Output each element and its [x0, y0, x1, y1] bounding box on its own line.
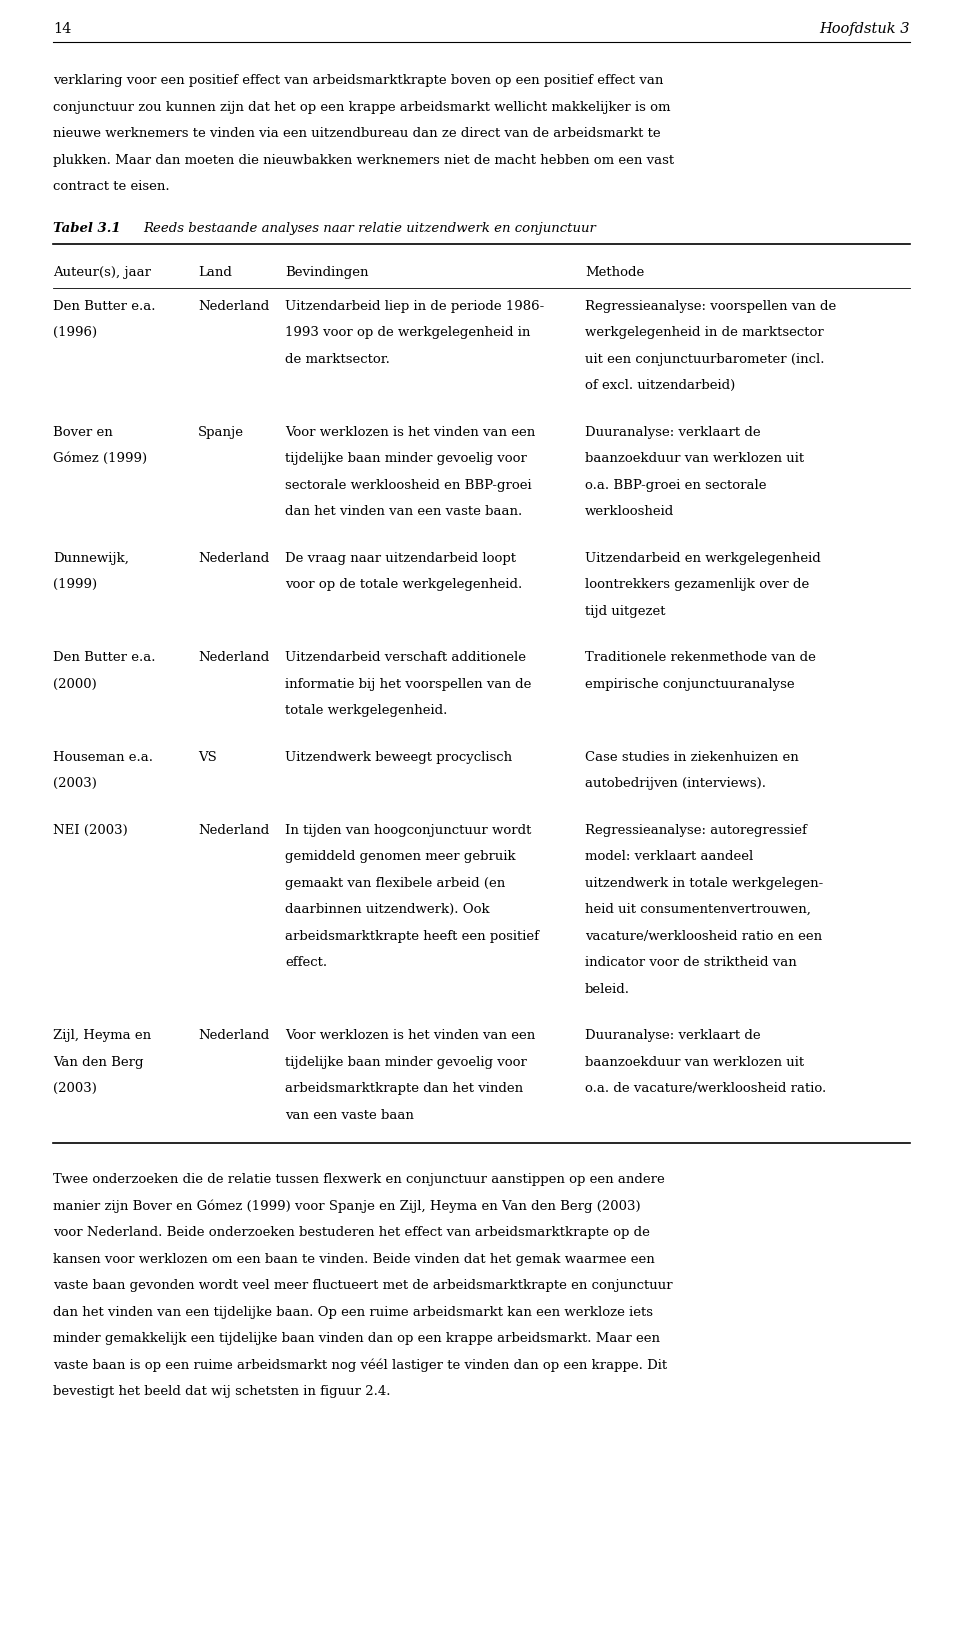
- Text: loontrekkers gezamenlijk over de: loontrekkers gezamenlijk over de: [585, 578, 809, 591]
- Text: contract te eisen.: contract te eisen.: [53, 181, 170, 194]
- Text: o.a. BBP-groei en sectorale: o.a. BBP-groei en sectorale: [585, 478, 766, 491]
- Text: effect.: effect.: [285, 956, 327, 969]
- Text: (2003): (2003): [53, 777, 97, 790]
- Text: Nederland: Nederland: [198, 650, 269, 663]
- Text: Nederland: Nederland: [198, 299, 269, 312]
- Text: Tabel 3.1: Tabel 3.1: [53, 222, 121, 235]
- Text: Hoofdstuk 3: Hoofdstuk 3: [820, 21, 910, 36]
- Text: Uitzendarbeid verschaft additionele: Uitzendarbeid verschaft additionele: [285, 650, 526, 663]
- Text: tijd uitgezet: tijd uitgezet: [585, 604, 665, 617]
- Text: plukken. Maar dan moeten die nieuwbakken werknemers niet de macht hebben om een : plukken. Maar dan moeten die nieuwbakken…: [53, 153, 674, 166]
- Text: Spanje: Spanje: [198, 425, 244, 438]
- Text: de marktsector.: de marktsector.: [285, 353, 390, 366]
- Text: 14: 14: [53, 21, 71, 36]
- Text: model: verklaart aandeel: model: verklaart aandeel: [585, 851, 754, 864]
- Text: Methode: Methode: [585, 266, 644, 279]
- Text: Uitzendarbeid en werkgelegenheid: Uitzendarbeid en werkgelegenheid: [585, 552, 821, 565]
- Text: Uitzendwerk beweegt procyclisch: Uitzendwerk beweegt procyclisch: [285, 750, 512, 764]
- Text: Van den Berg: Van den Berg: [53, 1056, 143, 1069]
- Text: In tijden van hoogconjunctuur wordt: In tijden van hoogconjunctuur wordt: [285, 824, 532, 836]
- Text: autobedrijven (interviews).: autobedrijven (interviews).: [585, 777, 766, 790]
- Text: VS: VS: [198, 750, 217, 764]
- Text: gemaakt van flexibele arbeid (en: gemaakt van flexibele arbeid (en: [285, 877, 505, 890]
- Text: sectorale werkloosheid en BBP-groei: sectorale werkloosheid en BBP-groei: [285, 478, 532, 491]
- Text: Den Butter e.a.: Den Butter e.a.: [53, 299, 156, 312]
- Text: dan het vinden van een tijdelijke baan. Op een ruime arbeidsmarkt kan een werklo: dan het vinden van een tijdelijke baan. …: [53, 1305, 653, 1319]
- Text: Gómez (1999): Gómez (1999): [53, 452, 147, 465]
- Text: o.a. de vacature/werkloosheid ratio.: o.a. de vacature/werkloosheid ratio.: [585, 1082, 827, 1095]
- Text: werkgelegenheid in de marktsector: werkgelegenheid in de marktsector: [585, 327, 824, 338]
- Text: Duuranalyse: verklaart de: Duuranalyse: verklaart de: [585, 425, 760, 438]
- Text: beleid.: beleid.: [585, 982, 630, 995]
- Text: informatie bij het voorspellen van de: informatie bij het voorspellen van de: [285, 678, 532, 691]
- Text: (1996): (1996): [53, 327, 97, 338]
- Text: Traditionele rekenmethode van de: Traditionele rekenmethode van de: [585, 650, 816, 663]
- Text: Dunnewijk,: Dunnewijk,: [53, 552, 129, 565]
- Text: empirische conjunctuuranalyse: empirische conjunctuuranalyse: [585, 678, 795, 691]
- Text: vacature/werkloosheid ratio en een: vacature/werkloosheid ratio en een: [585, 929, 822, 943]
- Text: uit een conjunctuurbarometer (incl.: uit een conjunctuurbarometer (incl.: [585, 353, 825, 366]
- Text: Duuranalyse: verklaart de: Duuranalyse: verklaart de: [585, 1030, 760, 1043]
- Text: gemiddeld genomen meer gebruik: gemiddeld genomen meer gebruik: [285, 851, 516, 864]
- Text: baanzoekduur van werklozen uit: baanzoekduur van werklozen uit: [585, 1056, 804, 1069]
- Text: Auteur(s), jaar: Auteur(s), jaar: [53, 266, 151, 279]
- Text: uitzendwerk in totale werkgelegen-: uitzendwerk in totale werkgelegen-: [585, 877, 824, 890]
- Text: Voor werklozen is het vinden van een: Voor werklozen is het vinden van een: [285, 1030, 536, 1043]
- Text: of excl. uitzendarbeid): of excl. uitzendarbeid): [585, 379, 735, 392]
- Text: Uitzendarbeid liep in de periode 1986-: Uitzendarbeid liep in de periode 1986-: [285, 299, 544, 312]
- Text: (2003): (2003): [53, 1082, 97, 1095]
- Text: Nederland: Nederland: [198, 824, 269, 836]
- Text: Houseman e.a.: Houseman e.a.: [53, 750, 153, 764]
- Text: indicator voor de striktheid van: indicator voor de striktheid van: [585, 956, 797, 969]
- Text: arbeidsmarktkrapte heeft een positief: arbeidsmarktkrapte heeft een positief: [285, 929, 539, 943]
- Text: Regressieanalyse: autoregressief: Regressieanalyse: autoregressief: [585, 824, 806, 836]
- Text: (1999): (1999): [53, 578, 97, 591]
- Text: verklaring voor een positief effect van arbeidsmarktkrapte boven op een positief: verklaring voor een positief effect van …: [53, 74, 663, 87]
- Text: voor Nederland. Beide onderzoeken bestuderen het effect van arbeidsmarktkrapte o: voor Nederland. Beide onderzoeken bestud…: [53, 1227, 650, 1240]
- Text: Nederland: Nederland: [198, 1030, 269, 1043]
- Text: conjunctuur zou kunnen zijn dat het op een krappe arbeidsmarkt wellicht makkelij: conjunctuur zou kunnen zijn dat het op e…: [53, 100, 670, 113]
- Text: bevestigt het beeld dat wij schetsten in figuur 2.4.: bevestigt het beeld dat wij schetsten in…: [53, 1384, 391, 1397]
- Text: De vraag naar uitzendarbeid loopt: De vraag naar uitzendarbeid loopt: [285, 552, 516, 565]
- Text: tijdelijke baan minder gevoelig voor: tijdelijke baan minder gevoelig voor: [285, 452, 527, 465]
- Text: manier zijn Bover en Gómez (1999) voor Spanje en Zijl, Heyma en Van den Berg (20: manier zijn Bover en Gómez (1999) voor S…: [53, 1200, 640, 1213]
- Text: Case studies in ziekenhuizen en: Case studies in ziekenhuizen en: [585, 750, 799, 764]
- Text: Reeds bestaande analyses naar relatie uitzendwerk en conjunctuur: Reeds bestaande analyses naar relatie ui…: [143, 222, 596, 235]
- Text: van een vaste baan: van een vaste baan: [285, 1108, 414, 1121]
- Text: Zijl, Heyma en: Zijl, Heyma en: [53, 1030, 151, 1043]
- Text: Land: Land: [198, 266, 232, 279]
- Text: Bevindingen: Bevindingen: [285, 266, 369, 279]
- Text: voor op de totale werkgelegenheid.: voor op de totale werkgelegenheid.: [285, 578, 522, 591]
- Text: NEI (2003): NEI (2003): [53, 824, 128, 836]
- Text: werkloosheid: werkloosheid: [585, 506, 674, 517]
- Text: vaste baan is op een ruime arbeidsmarkt nog véél lastiger te vinden dan op een k: vaste baan is op een ruime arbeidsmarkt …: [53, 1358, 667, 1373]
- Text: Bover en: Bover en: [53, 425, 112, 438]
- Text: (2000): (2000): [53, 678, 97, 691]
- Text: kansen voor werklozen om een baan te vinden. Beide vinden dat het gemak waarmee : kansen voor werklozen om een baan te vin…: [53, 1253, 655, 1266]
- Text: Voor werklozen is het vinden van een: Voor werklozen is het vinden van een: [285, 425, 536, 438]
- Text: Regressieanalyse: voorspellen van de: Regressieanalyse: voorspellen van de: [585, 299, 836, 312]
- Text: vaste baan gevonden wordt veel meer fluctueert met de arbeidsmarktkrapte en conj: vaste baan gevonden wordt veel meer fluc…: [53, 1279, 673, 1292]
- Text: nieuwe werknemers te vinden via een uitzendbureau dan ze direct van de arbeidsma: nieuwe werknemers te vinden via een uitz…: [53, 126, 660, 140]
- Text: heid uit consumentenvertrouwen,: heid uit consumentenvertrouwen,: [585, 903, 811, 916]
- Text: daarbinnen uitzendwerk). Ook: daarbinnen uitzendwerk). Ook: [285, 903, 490, 916]
- Text: minder gemakkelijk een tijdelijke baan vinden dan op een krappe arbeidsmarkt. Ma: minder gemakkelijk een tijdelijke baan v…: [53, 1332, 660, 1345]
- Text: Nederland: Nederland: [198, 552, 269, 565]
- Text: Den Butter e.a.: Den Butter e.a.: [53, 650, 156, 663]
- Text: Twee onderzoeken die de relatie tussen flexwerk en conjunctuur aanstippen op een: Twee onderzoeken die de relatie tussen f…: [53, 1172, 664, 1186]
- Text: arbeidsmarktkrapte dan het vinden: arbeidsmarktkrapte dan het vinden: [285, 1082, 523, 1095]
- Text: baanzoekduur van werklozen uit: baanzoekduur van werklozen uit: [585, 452, 804, 465]
- Text: 1993 voor op de werkgelegenheid in: 1993 voor op de werkgelegenheid in: [285, 327, 530, 338]
- Text: dan het vinden van een vaste baan.: dan het vinden van een vaste baan.: [285, 506, 522, 517]
- Text: totale werkgelegenheid.: totale werkgelegenheid.: [285, 704, 447, 718]
- Text: tijdelijke baan minder gevoelig voor: tijdelijke baan minder gevoelig voor: [285, 1056, 527, 1069]
